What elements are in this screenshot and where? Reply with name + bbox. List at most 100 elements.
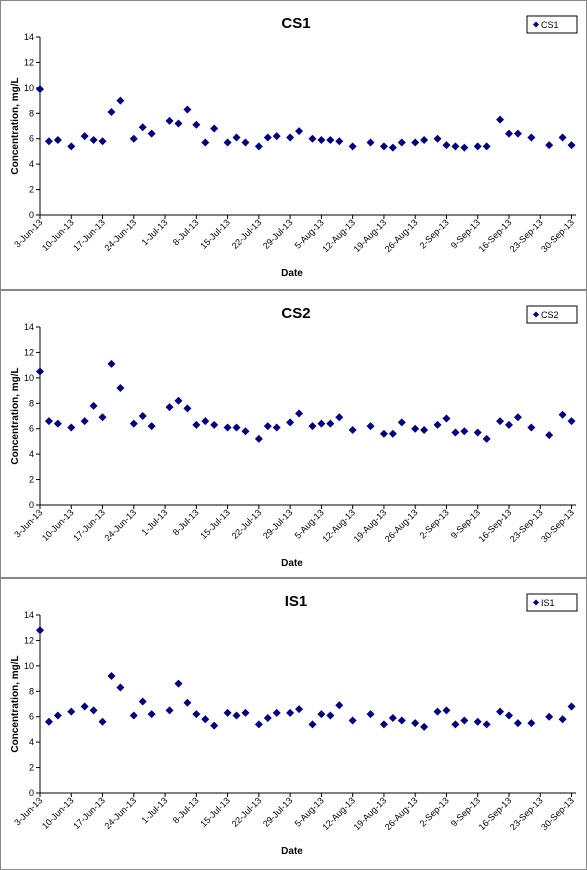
data-point: [567, 702, 576, 711]
data-point: [254, 434, 263, 443]
data-point: [545, 712, 554, 721]
data-point: [420, 425, 429, 434]
data-point: [527, 133, 536, 142]
data-point: [241, 708, 250, 717]
data-point: [295, 409, 304, 418]
data-point: [67, 423, 76, 432]
data-point: [451, 142, 460, 151]
y-tick-label: 0: [29, 500, 34, 510]
data-point: [460, 143, 469, 152]
data-point: [272, 708, 281, 717]
y-tick-label: 8: [29, 398, 34, 408]
chart-title: IS1: [285, 593, 308, 610]
y-axis-title: Concentration, mg/L: [10, 655, 21, 752]
y-tick-label: 14: [24, 610, 34, 620]
data-point: [505, 711, 513, 720]
data-point: [36, 367, 44, 376]
data-point: [411, 424, 420, 433]
legend-label: IS1: [541, 598, 555, 608]
data-point: [165, 403, 174, 412]
data-point: [263, 422, 272, 431]
data-point: [496, 115, 505, 124]
data-point: [286, 133, 295, 142]
data-point: [210, 124, 219, 133]
data-point: [335, 137, 344, 146]
legend-box: [526, 305, 578, 324]
data-point: [473, 717, 482, 726]
data-point: [116, 384, 125, 393]
x-axis-title: Date: [281, 268, 303, 279]
data-point: [397, 418, 406, 427]
legend: IS1: [526, 593, 578, 612]
data-point: [317, 419, 326, 428]
y-tick-label: 10: [24, 373, 34, 383]
data-point: [366, 138, 375, 147]
data-point: [348, 142, 357, 151]
data-point: [232, 133, 241, 142]
y-tick-label: 2: [29, 475, 34, 485]
data-point: [183, 404, 192, 413]
data-point: [67, 142, 76, 151]
data-point: [254, 720, 263, 729]
y-tick-label: 4: [29, 449, 34, 459]
data-point: [89, 401, 98, 410]
data-point: [165, 116, 174, 125]
data-point: [397, 138, 406, 147]
data-point: [442, 141, 451, 150]
data-point: [138, 697, 147, 706]
data-point: [107, 359, 116, 368]
data-point: [174, 679, 183, 688]
data-point: [192, 420, 201, 429]
data-point: [147, 129, 156, 138]
y-tick-label: 12: [24, 347, 34, 357]
y-tick-label: 2: [29, 185, 34, 195]
data-point: [326, 711, 335, 720]
data-point: [473, 142, 482, 151]
data-point: [98, 413, 107, 422]
data-point: [36, 85, 44, 94]
data-point: [527, 719, 536, 728]
data-point: [442, 414, 451, 423]
data-point: [241, 138, 250, 147]
y-tick-label: 8: [29, 108, 34, 118]
data-point: [335, 413, 344, 422]
data-point: [201, 138, 210, 147]
data-point: [286, 708, 295, 717]
legend-box: [526, 593, 578, 612]
y-tick-label: 6: [29, 712, 34, 722]
data-point: [433, 134, 442, 143]
data-point: [201, 715, 210, 724]
data-point: [183, 105, 192, 114]
data-point: [326, 135, 335, 144]
chart-title: CS1: [281, 15, 310, 32]
data-point: [232, 423, 241, 432]
data-point: [482, 720, 491, 729]
data-point: [496, 707, 505, 716]
data-point: [513, 129, 522, 138]
data-point: [388, 429, 397, 438]
data-point: [44, 417, 53, 426]
data-point: [558, 133, 567, 142]
data-point: [388, 143, 397, 152]
legend: CS2: [526, 305, 578, 324]
y-tick-label: 12: [24, 635, 34, 645]
data-point: [192, 710, 201, 719]
data-point: [397, 716, 406, 725]
data-point: [183, 698, 192, 707]
data-point: [433, 420, 442, 429]
data-point: [496, 417, 505, 426]
legend: CS1: [526, 15, 578, 34]
data-point: [295, 127, 304, 136]
data-point: [53, 135, 62, 144]
data-point: [138, 412, 147, 420]
data-point: [174, 119, 183, 128]
data-point: [420, 135, 429, 144]
panel-border: [0, 578, 587, 870]
data-point: [272, 423, 281, 432]
y-tick-label: 14: [24, 32, 34, 42]
y-tick-label: 0: [29, 210, 34, 220]
data-point: [254, 142, 263, 151]
y-tick-label: 0: [29, 788, 34, 798]
data-point: [129, 711, 138, 720]
